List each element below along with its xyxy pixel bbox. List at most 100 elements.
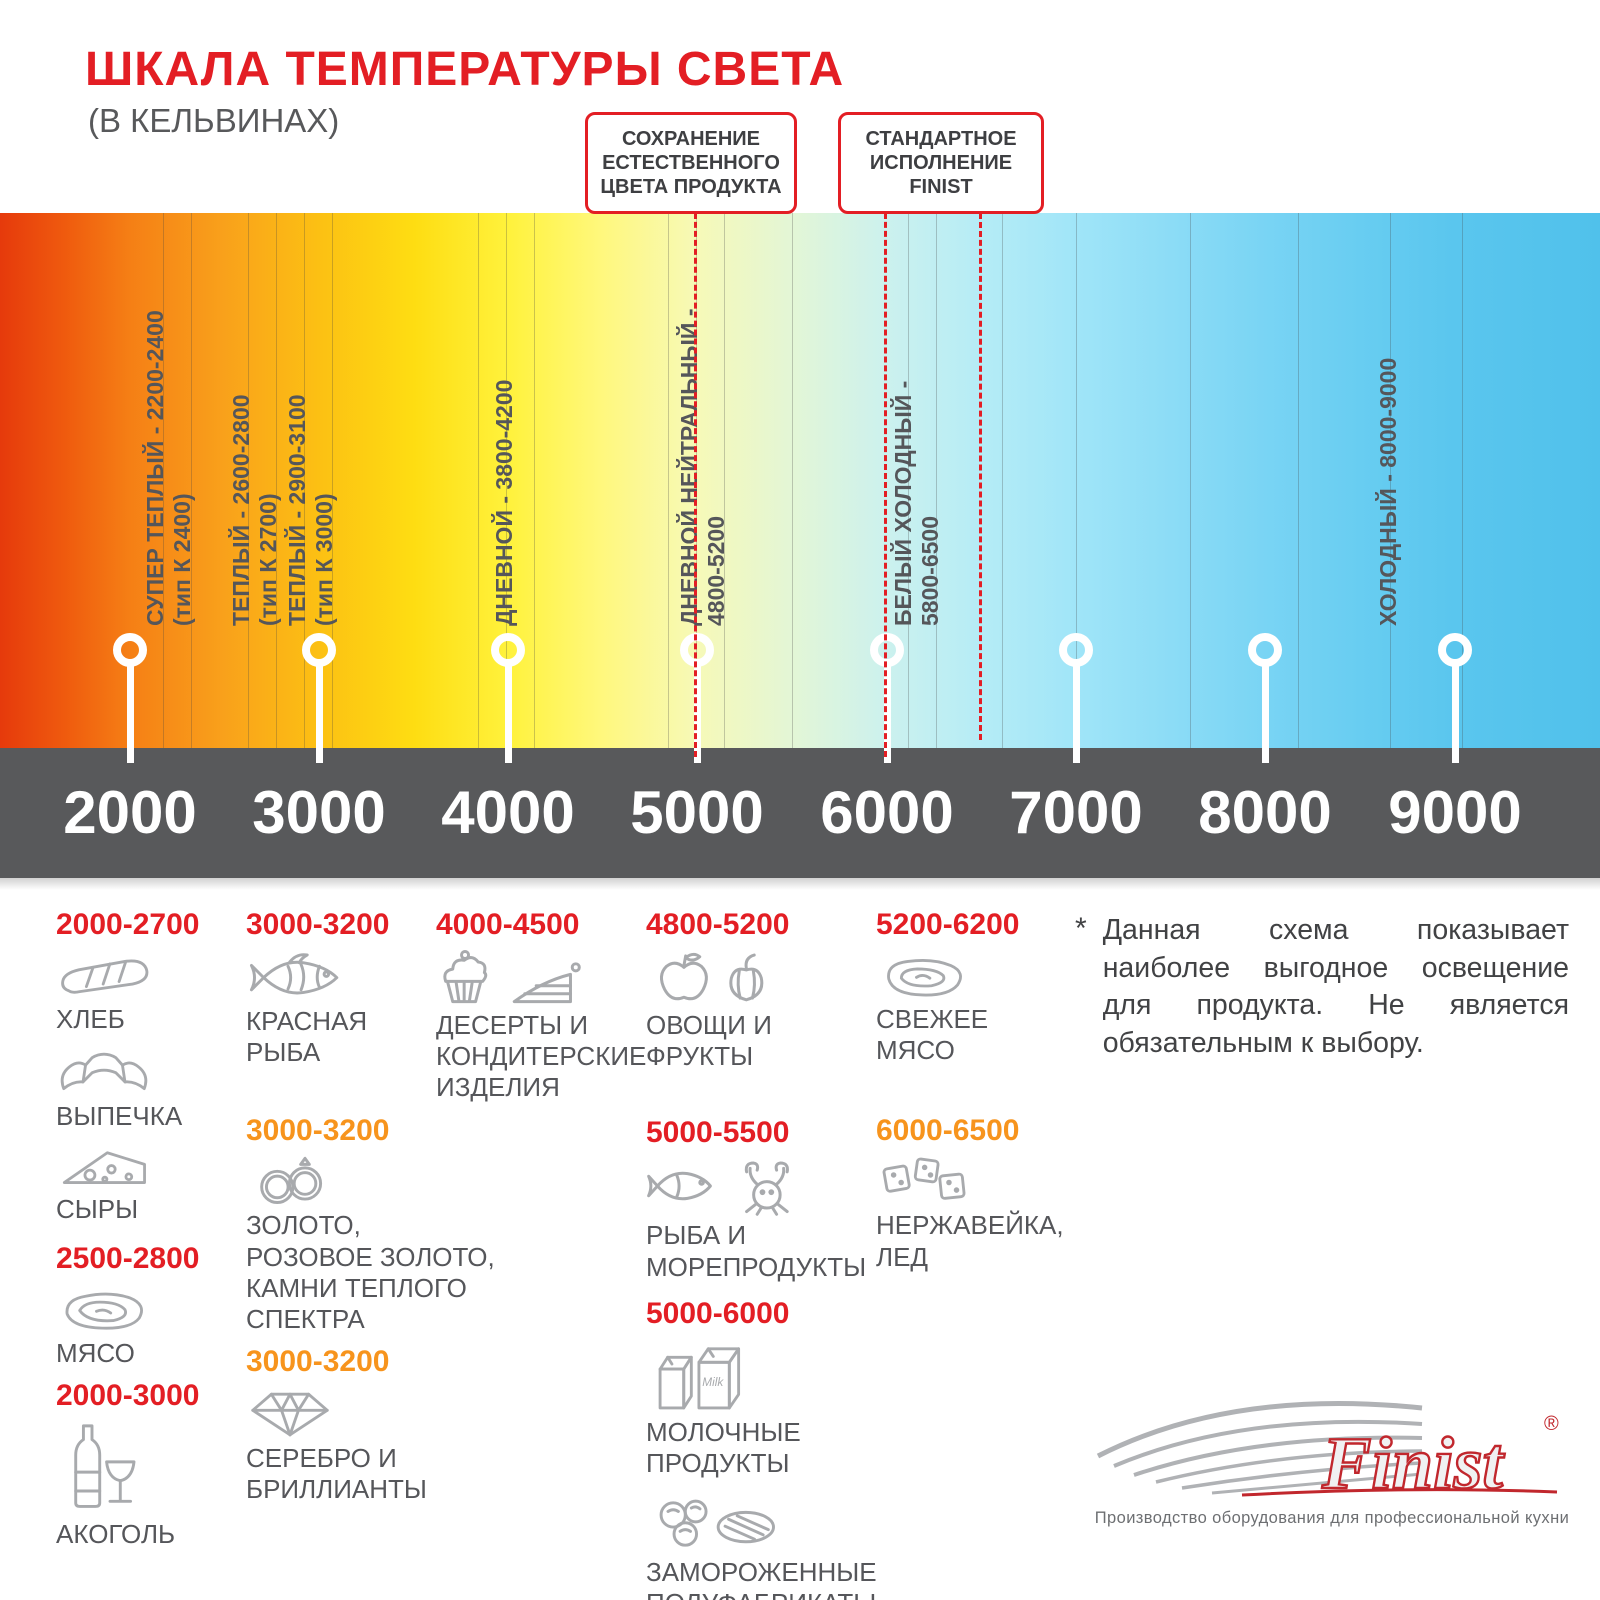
bread-icon [61,959,149,994]
category-column-3: 4000-4500 ДЕСЕРТЫ И КОНДИТЕРСКИЕ ИЗДЕЛИЯ [436,908,666,1114]
page-title: ШКАЛА ТЕМПЕРАТУРЫ СВЕТА [85,43,845,96]
category-column-1: 2000-2700 ХЛЕБ ВЫПЕЧКА [56,908,246,1560]
category-item: ДЕСЕРТЫ И КОНДИТЕРСКИЕ ИЗДЕЛИЯ [436,948,666,1104]
range-heading: 4000-4500 [436,908,580,941]
scale-divider-line [191,213,192,748]
croissant-icon [60,1052,148,1091]
zone-label-text: ХОЛОДНЫЙ - 8000-9000 [1375,357,1401,626]
rings-icon [260,1157,323,1205]
dashed-line-6500 [979,204,982,740]
finist-logo: Finist ® Производство оборудования для п… [1092,1382,1572,1528]
scale-divider-line [908,213,909,748]
category-item: КРАСНАЯ РЫБА [246,948,506,1068]
zone-label-text: ДНЕВНОЙ - 3800-4200 [491,379,517,626]
marker-5000 [680,633,714,763]
scale-divider-line [534,213,535,748]
registered-mark: ® [1544,1413,1559,1435]
scale-divider-line [1462,213,1463,748]
marker-7000 [1059,633,1093,763]
scale-divider-line [248,213,249,748]
category-item-label: РЫБА И МОРЕПРОДУКТЫ [646,1220,867,1282]
category-item-label: ЗАМОРОЖЕННЫЕ ПОЛУФАБРИКАТЫ [646,1557,877,1600]
axis-tick-3000: 3000 [252,779,386,846]
category-item-label: НЕРЖАВЕЙКА, ЛЕД [876,1210,1064,1272]
category-item-label: ДЕСЕРТЫ И КОНДИТЕРСКИЕ ИЗДЕЛИЯ [436,1010,647,1103]
cheese-icon [62,1151,146,1185]
zone-label-text: СУПЕР ТЕПЛЫЙ - 2200-2400 [142,310,168,626]
category-card: 4800-5200 ОВОЩИ И ФРУКТЫ [646,908,946,1072]
produce-icon [660,952,764,1002]
category-card: 3000-3200 СЕРЕБРО И БРИЛЛИАНТЫ [246,1345,506,1505]
temperature-gradient-band: СУПЕР ТЕПЛЫЙ - 2200-2400 (тип К 2400) ТЕ… [0,213,1600,748]
range-heading: 5000-5500 [646,1116,790,1150]
milk-carton-text: Milk [702,1375,724,1389]
scale-divider-line [668,213,669,748]
scale-divider-line [792,213,793,748]
milk-icon: Milk [658,1347,741,1410]
scale-divider-line [506,213,507,748]
zone-label-super-warm: СУПЕР ТЕПЛЫЙ - 2200-2400 (тип К 2400) [142,310,196,626]
category-item: МЯСО [56,1282,246,1369]
zone-label-text: БЕЛЫЙ ХОЛОДНЫЙ - [890,380,916,626]
zone-label-cold-white: БЕЛЫЙ ХОЛОДНЫЙ - 5800-6500 [890,381,944,626]
scale-divider-line [1076,213,1077,748]
scale-divider-line [304,213,305,748]
scale-divider-line [1298,213,1299,748]
axis-tick-7000: 7000 [1009,779,1143,846]
axis-tick-8000: 8000 [1198,779,1332,846]
alcohol-icon [74,1424,136,1508]
zone-label-warm-3000: ТЕПЛЫЙ - 2900-3100 (тип К 3000) [284,394,338,626]
zone-label-text: ТЕПЛЫЙ - 2600-2800 [228,394,254,626]
category-item-label: МЯСО [56,1337,135,1368]
category-item: РЫБА И МОРЕПРОДУКТЫ [646,1156,946,1282]
page-subtitle: (В КЕЛЬВИНАХ) [88,102,340,139]
zone-label-sub: (тип К 2700) [255,493,281,626]
scale-divider-line [724,213,725,748]
callout-natural-color: СОХРАНЕНИЕ ЕСТЕСТВЕННОГО ЦВЕТА ПРОДУКТА [585,112,797,214]
category-item: АКОГОЛЬ [56,1419,246,1550]
marker-4000 [491,633,525,763]
range-heading: 3000-3200 [246,1345,390,1379]
brand-name: Finist [1321,1423,1505,1502]
category-item: СЕРЕБРО И БРИЛЛИАНТЫ [246,1385,506,1505]
frozen-icon [659,1499,775,1547]
category-item-label: СЫРЫ [56,1194,139,1225]
category-item: СВЕЖЕЕ МЯСО [876,948,1096,1066]
axis-tick-5000: 5000 [630,779,764,846]
category-item-label: ХЛЕБ [56,1004,125,1034]
zone-label-sub: 5800-6500 [917,516,943,626]
zone-label-sub: (тип К 2400) [169,493,195,626]
seafood-icon [647,1161,789,1217]
category-card: 5200-6200 СВЕЖЕЕ МЯСО [876,908,1096,1066]
category-item-label: СЕРЕБРО И БРИЛЛИАНТЫ [246,1443,427,1505]
brand-tagline: Производство оборудования для профессион… [1094,1509,1570,1527]
category-column-5: 5200-6200 СВЕЖЕЕ МЯСО 6000-6500 [876,908,1096,1283]
category-item: ЗАМОРОЖЕННЫЕ ПОЛУФАБРИКАТЫ [646,1489,946,1600]
footnote-text: Данная схема показывает наиболее выгодно… [1102,914,1569,1059]
steak-icon [887,958,962,997]
range-heading: 5000-6000 [646,1296,790,1330]
scale-divider-line [163,213,164,748]
range-heading: 2000-2700 [56,908,200,941]
dashed-line-5000 [694,204,697,757]
category-item: ЗОЛОТО, РОЗОВОЕ ЗОЛОТО, КАМНИ ТЕПЛОГО СП… [246,1154,506,1335]
zone-label-sub: (тип К 3000) [311,493,337,626]
dashed-line-6000 [884,204,887,757]
category-card: 6000-6500 НЕРЖАВЕЙКА, ЛЕД [876,1114,1096,1272]
range-heading: 3000-3200 [246,1114,390,1148]
zone-label-sub: 4800-5200 [703,516,729,626]
scale-divider-line [1190,213,1191,748]
scale-divider-line [276,213,277,748]
marker-8000 [1248,633,1282,763]
zone-label-text: ДНЕВНОЙ НЕЙТРАЛЬНЫЙ - [676,308,702,627]
category-card: 3000-3200 ЗОЛОТО, РОЗОВОЕ ЗОЛОТО, КАМНИ … [246,1114,506,1335]
category-item-label: СВЕЖЕЕ МЯСО [876,1004,989,1066]
range-heading: 3000-3200 [246,908,390,941]
zone-label-text: ТЕПЛЫЙ - 2900-3100 [284,394,310,626]
category-column-4: 4800-5200 ОВОЩИ И ФРУКТЫ 5000-5500 [646,908,946,1600]
scale-divider-line [478,213,479,748]
category-item-label: КРАСНАЯ РЫБА [246,1006,368,1068]
footnote: * Данная схема показывает наиболее выгод… [1075,912,1569,1062]
category-card: 4000-4500 ДЕСЕРТЫ И КОНДИТЕРСКИЕ ИЗДЕЛИЯ [436,908,666,1104]
